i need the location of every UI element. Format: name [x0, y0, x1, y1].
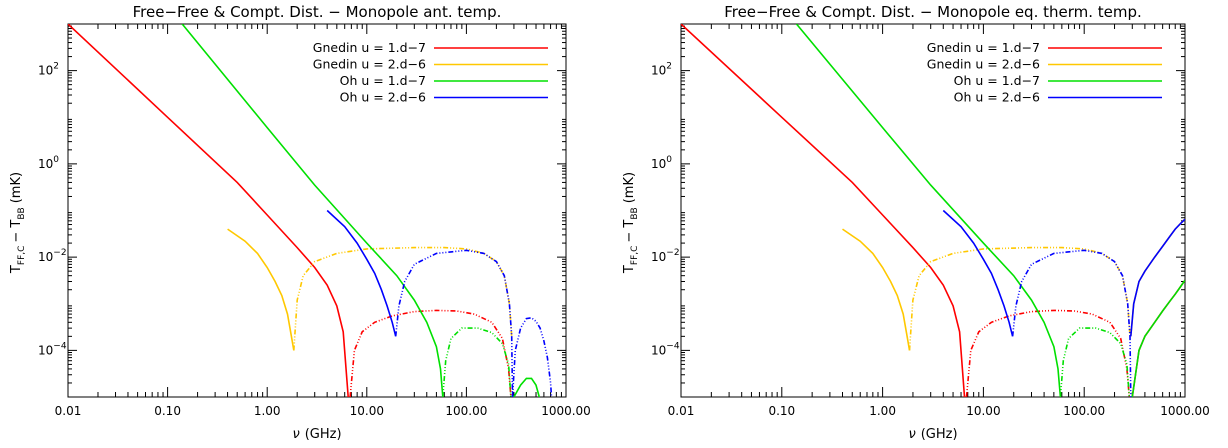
legend-label: Gnedin u = 1.d−7: [927, 40, 1040, 55]
series-4-tail-line: [1130, 218, 1185, 337]
series-2-line: [842, 228, 911, 351]
y-tick-label: 100: [651, 155, 672, 171]
chart-panel-1: Free−Free & Compt. Dist. − Monopole ant.…: [9, 3, 591, 442]
x-tick-label: 10.00: [350, 404, 384, 418]
series-4-line: [326, 209, 397, 337]
x-tick-label: 0.01: [55, 404, 82, 418]
legend-label: Oh u = 1.d−7: [340, 73, 426, 88]
series-3-hump-line: [513, 377, 541, 397]
y-tick-label: 10−2: [651, 248, 680, 264]
series-4-negative-line: [394, 249, 514, 397]
y-tick-label: 100: [38, 155, 59, 171]
x-tick-label: 0.10: [768, 404, 795, 418]
chart-title: Free−Free & Compt. Dist. − Monopole eq. …: [724, 3, 1142, 21]
x-axis-label: ν (GHz): [292, 427, 341, 442]
x-tick-label: 10.00: [966, 404, 1000, 418]
series-1-line: [681, 24, 966, 397]
plot-frame: [67, 23, 567, 398]
series-3-negative-line: [442, 327, 512, 397]
series-3-tail-line: [1131, 279, 1185, 397]
series-3-line: [181, 24, 444, 397]
legend-label: Gnedin u = 2.d−6: [313, 57, 426, 72]
series-2-negative-line: [908, 246, 1131, 351]
series-2-line: [227, 228, 295, 351]
series-3-line: [795, 24, 1062, 397]
legend-label: Gnedin u = 1.d−7: [313, 40, 426, 55]
plot-area: [681, 24, 1185, 397]
series-1-tail-line: [1131, 279, 1185, 397]
x-tick-label: 100.00: [1063, 404, 1105, 418]
legend-label: Oh u = 2.d−6: [954, 90, 1040, 105]
series-1-line: [68, 24, 349, 397]
series-4-negative-line: [1011, 249, 1132, 397]
x-tick-label: 1.00: [254, 404, 281, 418]
y-tick-label: 10−2: [38, 248, 67, 264]
legend: Gnedin u = 1.d−7 Gnedin u = 2.d−6Oh u = 1…: [313, 40, 548, 105]
series-2-negative-line: [293, 246, 513, 351]
series-1-negative-line: [965, 309, 1131, 397]
chart-title: Free−Free & Compt. Dist. − Monopole ant.…: [133, 3, 502, 21]
plot-frame: [680, 23, 1186, 398]
series-4-line: [942, 209, 1014, 337]
y-axis-label: TFF,C− TBB(mK): [9, 172, 27, 274]
x-tick-label: 1000.00: [1160, 404, 1210, 418]
y-axis-label: TFF,C− TBB(mK): [622, 172, 640, 274]
x-tick-label: 0.10: [154, 404, 181, 418]
legend-label: Gnedin u = 2.d−6: [927, 57, 1040, 72]
legend-label: Oh u = 2.d−6: [340, 90, 426, 105]
chart-panel-2: Free−Free & Compt. Dist. − Monopole eq. …: [622, 3, 1210, 442]
plot-area: [68, 24, 553, 397]
series-3-negative-line: [1059, 327, 1131, 397]
y-tick-label: 102: [651, 62, 672, 78]
y-tick-label: 102: [38, 62, 59, 78]
x-axis-label: ν (GHz): [908, 427, 957, 442]
series-1-negative-line: [349, 309, 512, 397]
y-tick-label: 10−4: [651, 341, 680, 357]
y-tick-label: 10−4: [38, 341, 67, 357]
series-4-hump-line: [511, 316, 553, 397]
x-tick-label: 0.01: [668, 404, 695, 418]
legend: Gnedin u = 1.d−7 Gnedin u = 2.d−6Oh u = 1…: [927, 40, 1162, 105]
x-tick-label: 100.00: [445, 404, 487, 418]
legend-label: Oh u = 1.d−7: [954, 73, 1040, 88]
x-tick-label: 1.00: [869, 404, 896, 418]
x-tick-label: 1000.00: [541, 404, 591, 418]
